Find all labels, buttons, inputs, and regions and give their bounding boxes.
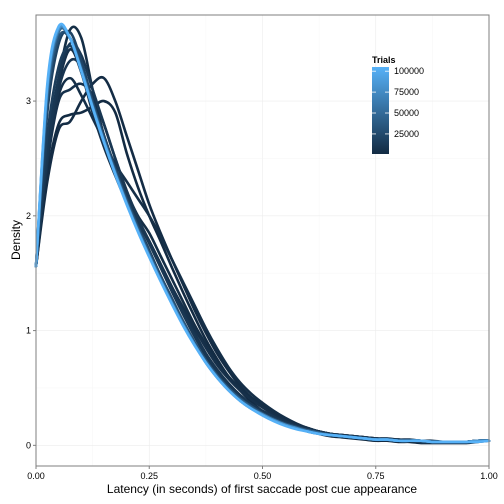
legend-break-label: 100000: [394, 66, 424, 76]
legend-break-label: 25000: [394, 129, 419, 139]
y-tick-label: 0: [26, 440, 31, 450]
density-lines: [34, 22, 491, 445]
x-axis-title: Latency (in seconds) of first saccade po…: [107, 482, 418, 496]
y-tick-label: 2: [26, 211, 31, 221]
legend-break-label: 50000: [394, 108, 419, 118]
legend-title: Trials: [372, 55, 396, 65]
y-axis-title: Density: [9, 220, 23, 260]
x-tick-label: 0.75: [367, 471, 385, 481]
x-tick-label: 0.25: [140, 471, 158, 481]
legend-colorbar: [372, 67, 389, 154]
grid-lines: [35, 15, 490, 466]
y-axis: 0 1 2 3: [26, 96, 36, 450]
y-tick-label: 1: [26, 326, 31, 336]
legend: Trials 100000 75000 50000 25000: [372, 55, 424, 154]
x-tick-label: 1.00: [480, 471, 498, 481]
density-line: [34, 22, 491, 444]
x-tick-label: 0.50: [254, 471, 272, 481]
legend-break-label: 75000: [394, 87, 419, 97]
y-tick-label: 3: [26, 96, 31, 106]
legend-breaks: 100000 75000 50000 25000: [372, 66, 424, 139]
x-axis: 0.00 0.25 0.50 0.75 1.00: [27, 466, 498, 481]
x-tick-label: 0.00: [27, 471, 45, 481]
